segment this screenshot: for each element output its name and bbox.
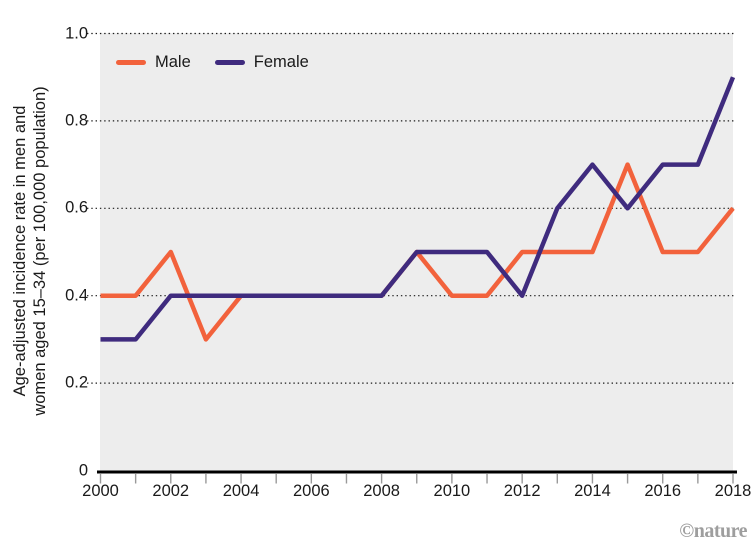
male-line-swatch-icon — [116, 59, 146, 65]
nature-logo: ©nature — [679, 520, 747, 542]
x-tick-label: 2010 — [433, 482, 471, 500]
legend-item-male: Male — [116, 53, 191, 71]
y-tick-label: 0.4 — [65, 286, 88, 305]
y-tick-label: 0.8 — [65, 111, 88, 130]
legend-label-male: Male — [155, 52, 191, 71]
y-tick-label: 0 — [78, 461, 88, 479]
y-tick-label: 0.6 — [65, 198, 88, 217]
x-tick-label: 2008 — [363, 482, 400, 500]
x-tick-label: 2006 — [292, 482, 330, 500]
x-tick-label: 2018 — [714, 482, 751, 500]
y-tick-label: 1.0 — [65, 24, 88, 42]
x-tick-label: 2012 — [503, 482, 541, 500]
legend-label-female: Female — [253, 52, 309, 71]
y-tick-label: 0.2 — [65, 373, 88, 392]
x-tick-label: 2016 — [644, 482, 682, 500]
x-tick-label: 2002 — [152, 482, 190, 500]
x-tick-label: 2014 — [574, 482, 611, 500]
female-line-swatch-icon — [214, 59, 245, 65]
x-tick-label: 2000 — [82, 482, 119, 500]
legend: Male Female — [116, 53, 309, 71]
x-tick-label: 2004 — [222, 482, 260, 500]
legend-item-female: Female — [214, 52, 309, 71]
